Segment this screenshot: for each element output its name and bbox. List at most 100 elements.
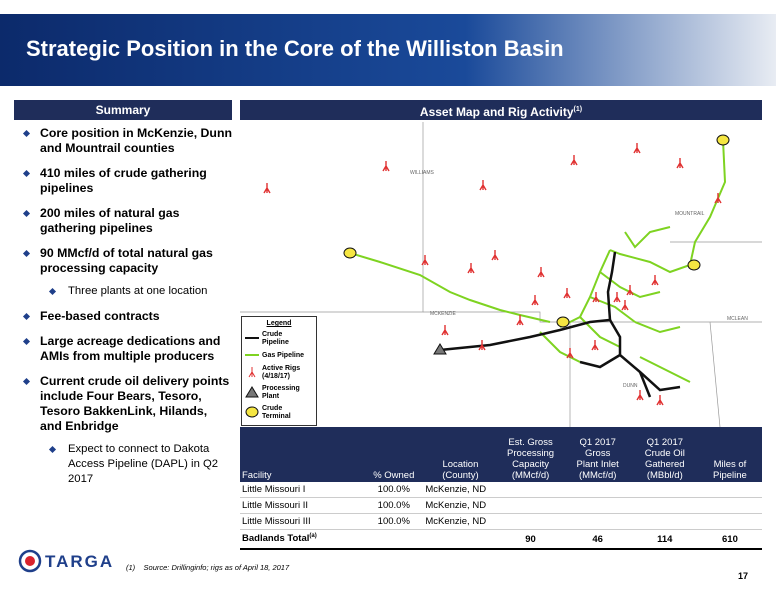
map-note: (1)	[573, 106, 583, 113]
bullet: Core position in McKenzie, Dunn and Moun…	[14, 126, 232, 156]
table-cell: Little Missouri II	[240, 497, 365, 514]
legend-label: Crude Pipeline	[262, 331, 289, 346]
legend-swatch	[245, 406, 259, 420]
total-value: 114	[631, 529, 698, 550]
header-line: Miles of	[713, 459, 747, 470]
legend-item: Crude Terminal	[245, 405, 316, 421]
total-label: Badlands Total	[242, 533, 310, 545]
rig-icon	[467, 263, 475, 274]
header-line: Location	[442, 459, 479, 470]
table-cell: Little Missouri III	[240, 513, 365, 530]
legend-label: Crude Terminal	[262, 405, 291, 420]
table-cell	[364, 529, 424, 550]
rig-icon	[491, 250, 499, 261]
table-cell	[563, 497, 632, 514]
legend-label: Gas Pipeline	[262, 352, 305, 359]
rig-icon	[621, 300, 629, 311]
rig-icon	[478, 340, 486, 351]
county-label: MCKENZIE	[430, 311, 457, 317]
gas-pipelines	[349, 139, 727, 383]
bullet-marker	[22, 377, 31, 386]
bullet: Large acreage dedications and AMIs from …	[14, 334, 232, 364]
header-line: Facility	[242, 470, 272, 481]
header-line: (MMcf/d)	[578, 470, 617, 481]
bullet: Expect to connect to Dakota Access Pipel…	[14, 442, 232, 487]
legend-item: Crude Pipeline	[245, 331, 316, 347]
header-line: (County)	[442, 470, 479, 481]
bullet-text: 200 miles of natural gas gathering pipel…	[40, 206, 180, 235]
legend-item: Gas Pipeline	[245, 351, 316, 361]
rig-icon	[566, 348, 574, 359]
column-header: Q1 2017 Crude Oil Gathered (MBbl/d)	[631, 427, 698, 482]
table-cell: McKenzie, ND	[423, 513, 498, 530]
county-label: MOUNTRAIL	[675, 211, 705, 217]
rig-icon	[570, 155, 578, 166]
county-label: WILLIAMS	[410, 170, 435, 176]
total-note: (a)	[309, 533, 317, 540]
table-cell: 100.0%	[364, 513, 424, 530]
footnote-mark: (1)	[126, 563, 136, 572]
map-header: Asset Map and Rig Activity(1)	[240, 100, 762, 120]
table-cell	[423, 529, 498, 550]
county-labels: WILLIAMS MOUNTRAIL MCKENZIE DUNN MCLEAN	[410, 170, 748, 389]
table-cell	[563, 482, 632, 498]
header-line: Processing	[507, 448, 555, 459]
bullet-marker	[22, 209, 31, 218]
legend-label: Active Rigs (4/18/17)	[262, 365, 301, 380]
rig-icon	[591, 340, 599, 351]
legend-item: Processing Plant	[245, 385, 316, 401]
total-label-cell: Badlands Total(a)	[240, 529, 365, 550]
rig-icon	[479, 180, 487, 191]
legend-label: Processing Plant	[262, 385, 300, 400]
bullet-marker	[48, 445, 57, 454]
table-row: Little Missouri II 100.0% McKenzie, ND	[240, 497, 762, 514]
bullet-text: 90 MMcf/d of total natural gas processin…	[40, 246, 213, 275]
bullet-text: Three plants at one location	[68, 285, 208, 297]
bullet-text: Expect to connect to Dakota Access Pipel…	[68, 443, 219, 485]
legend-title: Legend	[266, 320, 292, 327]
facility-table: Facility% Owned Location (County) Est. Gros…	[240, 427, 762, 550]
bullet: Three plants at one location	[14, 284, 232, 299]
table-cell: 100.0%	[364, 497, 424, 514]
table-cell	[563, 513, 632, 530]
header-line: Q1 2017	[646, 437, 684, 448]
rig-icon	[636, 390, 644, 401]
header-line: (MBbl/d)	[646, 470, 683, 481]
bullet-text: Fee-based contracts	[40, 309, 160, 323]
table-cell	[497, 497, 564, 514]
rig-icon	[421, 255, 429, 266]
bullet-text: Core position in McKenzie, Dunn and Moun…	[40, 126, 232, 155]
legend-swatch	[245, 351, 259, 361]
column-header: Facility	[240, 427, 365, 482]
bullet-list: Core position in McKenzie, Dunn and Moun…	[14, 126, 232, 497]
table-cell: McKenzie, ND	[423, 497, 498, 514]
slide-title: Strategic Position in the Core of the Wi…	[26, 36, 564, 61]
summary-header: Summary	[14, 100, 232, 120]
logo-text: TARGA	[45, 552, 114, 571]
table-cell	[697, 513, 762, 530]
bullet: 410 miles of crude gathering pipelines	[14, 166, 232, 196]
rig-icon	[626, 285, 634, 296]
table-cell	[497, 513, 564, 530]
bullet-marker	[48, 287, 57, 296]
footnote: (1) Source: Drillinginfo; rigs as of Apr…	[126, 563, 289, 572]
bullet: Current crude oil delivery points includ…	[14, 374, 232, 434]
bullet: Fee-based contracts	[14, 309, 232, 324]
rig-icon	[563, 288, 571, 299]
table-row: Little Missouri I 100.0% McKenzie, ND	[240, 482, 762, 498]
legend-item: Active Rigs (4/18/17)	[245, 365, 316, 381]
column-header: Location (County)	[423, 427, 498, 482]
header-line: (MMcf/d)	[511, 470, 550, 481]
rig-icon	[537, 267, 545, 278]
bullet-marker	[22, 169, 31, 178]
rig-icon	[531, 295, 539, 306]
bullet-marker	[22, 129, 31, 138]
asset-map: WILLIAMS MOUNTRAIL MCKENZIE DUNN MCLEAN	[240, 122, 762, 427]
header-line: Plant Inlet	[576, 459, 619, 470]
header-line: Gathered	[644, 459, 685, 470]
rig-icon	[676, 158, 684, 169]
header-line: Crude Oil	[644, 448, 685, 459]
legend-swatch	[245, 334, 259, 344]
terminals	[343, 134, 730, 328]
